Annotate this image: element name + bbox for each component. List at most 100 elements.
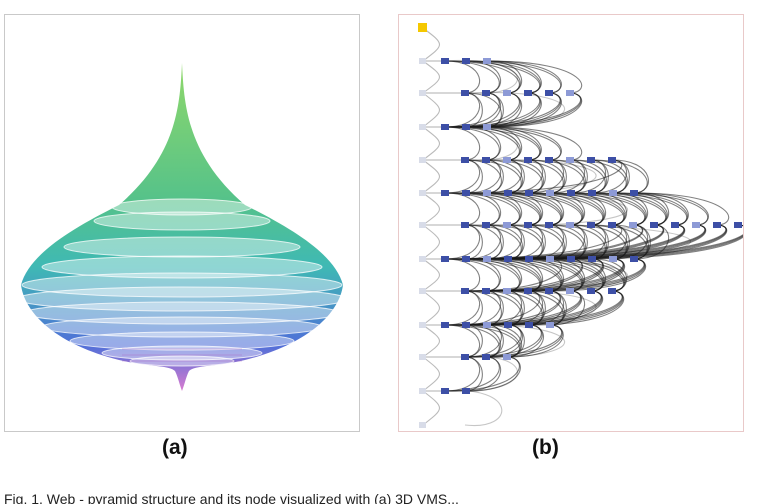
spine-node [419, 222, 426, 228]
graph-node [525, 190, 533, 196]
graph-node [462, 322, 470, 328]
graph-node [461, 157, 469, 163]
graph-node [503, 354, 511, 360]
graph-node [441, 322, 449, 328]
graph-node [482, 354, 490, 360]
graph-node [462, 58, 470, 64]
graph-node [566, 90, 574, 96]
graph-node [483, 322, 491, 328]
graph-node [524, 222, 532, 228]
graph-node [504, 256, 512, 262]
graph-node [462, 190, 470, 196]
graph-node [482, 157, 490, 163]
graph-node [609, 190, 617, 196]
spine-node [419, 90, 426, 96]
layer-disc [129, 355, 235, 367]
graph-node [545, 157, 553, 163]
graph-node [692, 222, 700, 228]
graph-node [524, 288, 532, 294]
figure-caption: Fig. 1. Web - pyramid structure and its … [4, 491, 459, 504]
graph-node [441, 58, 449, 64]
graph-node [503, 90, 511, 96]
graph-node [630, 256, 638, 262]
graph-node [503, 157, 511, 163]
pyramid-3d-panel [4, 14, 360, 432]
graph-node [482, 288, 490, 294]
graph-node [566, 288, 574, 294]
graph-node [567, 256, 575, 262]
graph-node [525, 322, 533, 328]
graph-node [462, 256, 470, 262]
graph-node [461, 90, 469, 96]
graph-node [609, 256, 617, 262]
graph-node [566, 222, 574, 228]
spine-node [419, 322, 426, 328]
graph-node [483, 58, 491, 64]
pyramid-3d-visualization [16, 63, 348, 391]
graph-node [608, 157, 616, 163]
layer-disc [93, 211, 271, 231]
graph-node [482, 222, 490, 228]
spine-node [419, 190, 426, 196]
root-node [418, 23, 427, 32]
graph-node [650, 222, 658, 228]
graph-node [546, 256, 554, 262]
layer-disc [21, 272, 343, 298]
graph-node [608, 288, 616, 294]
layer-disc [16, 286, 348, 312]
spine-node [419, 157, 426, 163]
graph-node [545, 222, 553, 228]
spine-node [419, 388, 426, 394]
graph-node [503, 288, 511, 294]
spine-node [419, 256, 426, 262]
graph-node [483, 124, 491, 130]
graph-node [503, 222, 511, 228]
panel-b-label: (b) [532, 436, 559, 459]
graph-node [524, 157, 532, 163]
pyramid-body [21, 63, 343, 391]
graph-node [629, 222, 637, 228]
graph-node [461, 288, 469, 294]
graph-node [545, 90, 553, 96]
graph-node [545, 288, 553, 294]
graph-node [462, 388, 470, 394]
graph-node [504, 190, 512, 196]
graph-node [588, 256, 596, 262]
graph-node [525, 256, 533, 262]
layer-disc [41, 316, 323, 338]
graph-node [504, 322, 512, 328]
graph-node [587, 288, 595, 294]
node-group [418, 23, 742, 428]
spine-node [419, 58, 426, 64]
layer-disc [63, 236, 301, 258]
graph-node [483, 190, 491, 196]
graph-node [482, 90, 490, 96]
layer-disc [41, 255, 323, 279]
graph-panel [398, 14, 744, 432]
graph-node [567, 190, 575, 196]
layer-disc [69, 331, 295, 351]
graph-node [608, 222, 616, 228]
graph-node [588, 190, 596, 196]
graph-node [546, 322, 554, 328]
spine-node [419, 354, 426, 360]
graph-node [630, 190, 638, 196]
node-link-graph [418, 23, 743, 428]
panel-a-label: (a) [162, 436, 188, 459]
graph-node [483, 256, 491, 262]
spine-node [419, 288, 426, 294]
graph-node [461, 354, 469, 360]
graph-node [462, 124, 470, 130]
layer-disc [111, 198, 253, 216]
graph-node [524, 90, 532, 96]
graph-node [461, 222, 469, 228]
graph-node [441, 388, 449, 394]
graph-node [671, 222, 679, 228]
graph-node [587, 157, 595, 163]
graph-node [441, 190, 449, 196]
layer-disc [101, 345, 263, 361]
spine-node [419, 422, 426, 428]
graph-node [587, 222, 595, 228]
graph-node [566, 157, 574, 163]
graph-node [713, 222, 721, 228]
